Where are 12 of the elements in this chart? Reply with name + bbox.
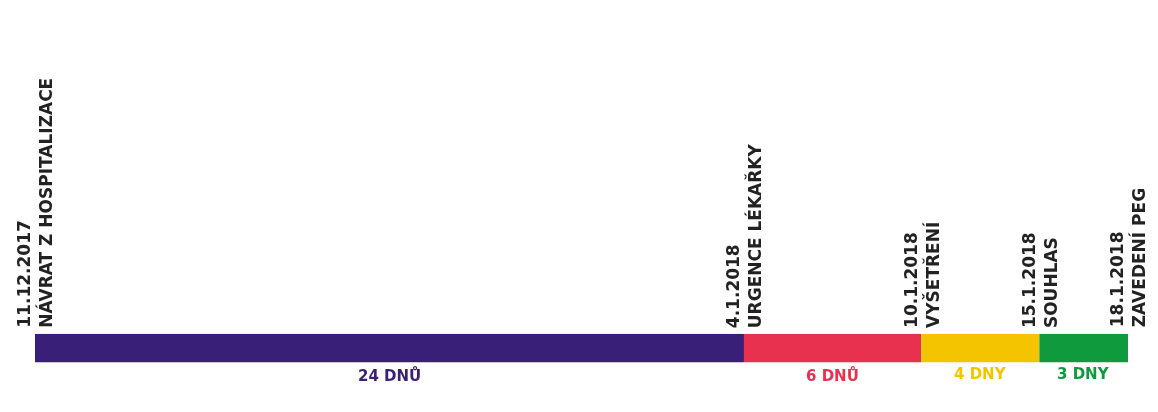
bar [1039,333,1128,363]
text: 15.1.2018 SOUHLAS [1018,232,1061,329]
text: 10.1.2018 VYŠETŘENÍ [900,221,943,328]
text: 11.12.2017 NÁVRAT Z HOSPITALIZACE [14,77,57,328]
data-label: 6 DNŮ [806,365,859,385]
data-label: 4 DNY [954,365,1007,383]
text: 4.1.2018 URGENCE LÉKAŘKY [722,143,765,329]
data-label: 24 DNŮ [358,365,422,385]
data-label: 3 DNY [1057,365,1110,383]
bar [743,333,922,363]
bar [921,333,1040,363]
text: 18.1.2018 ZAVEDENÍ PEG [1106,187,1149,328]
